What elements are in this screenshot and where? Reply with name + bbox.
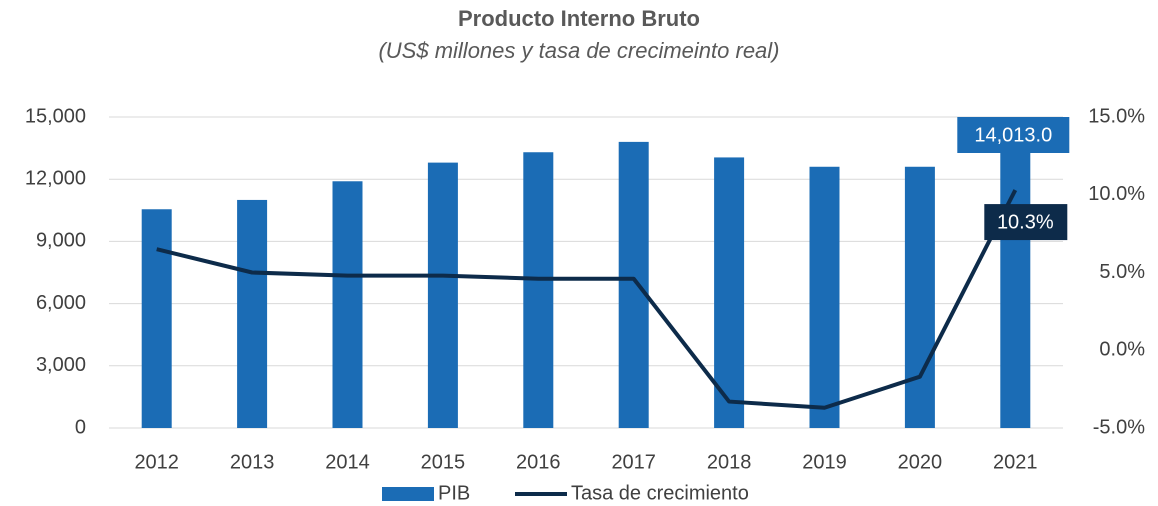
bar (141, 209, 172, 428)
x-tick-label: 2014 (325, 451, 370, 473)
x-tick-label: 2016 (516, 451, 561, 473)
legend-label: PIB (438, 482, 470, 504)
bar (427, 162, 458, 428)
y2-tick-label: 5.0% (1099, 261, 1145, 283)
y2-tick-label: 15.0% (1088, 105, 1145, 127)
bar (618, 141, 649, 428)
y2-tick-label: -5.0% (1093, 416, 1145, 438)
x-tick-label: 2012 (134, 451, 179, 473)
y-tick-label: 15,000 (25, 105, 86, 127)
data-label-box (957, 117, 1070, 153)
data-label-box (984, 204, 1068, 241)
x-tick-label: 2021 (993, 451, 1038, 473)
bar (714, 157, 745, 428)
data-label: 14,013.0 (974, 124, 1052, 146)
y2-tick-label: 0.0% (1099, 339, 1145, 361)
bar (523, 152, 554, 428)
y-tick-label: 3,000 (36, 354, 86, 376)
y-tick-label: 6,000 (36, 292, 86, 314)
x-tick-label: 2020 (898, 451, 943, 473)
legend-label: Tasa de crecimiento (571, 482, 749, 504)
y-tick-label: 0 (75, 416, 86, 438)
y-tick-label: 9,000 (36, 230, 86, 252)
bar (237, 199, 268, 428)
x-tick-label: 2013 (230, 451, 275, 473)
legend-swatch (382, 487, 434, 501)
x-tick-label: 2017 (611, 451, 656, 473)
x-tick-label: 2015 (421, 451, 466, 473)
data-label: 10.3% (997, 211, 1054, 233)
chart-title: Producto Interno Bruto (458, 6, 700, 31)
chart-subtitle: (US$ millones y tasa de crecimeinto real… (378, 38, 779, 63)
line (156, 189, 1018, 410)
x-tick-label: 2018 (707, 451, 752, 473)
bar (332, 181, 363, 428)
bar (904, 166, 935, 428)
x-tick-label: 2019 (802, 451, 847, 473)
y2-tick-label: 10.0% (1088, 183, 1145, 205)
bar (1000, 137, 1031, 428)
bar (809, 166, 840, 428)
y-tick-label: 12,000 (25, 167, 86, 189)
